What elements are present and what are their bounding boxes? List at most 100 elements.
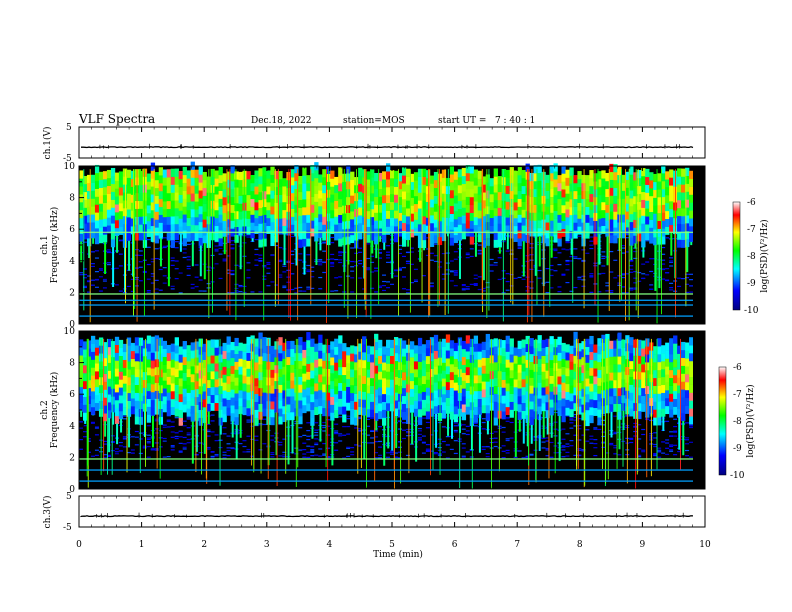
psd-cell <box>417 361 423 370</box>
psd-cell <box>322 208 327 217</box>
psd-cell <box>529 377 534 386</box>
psd-cell <box>421 352 427 361</box>
psd-cell <box>190 350 195 359</box>
psd-cell <box>106 378 112 387</box>
psd-cell <box>481 397 487 406</box>
psd-cell <box>409 173 415 183</box>
psd-cell <box>501 371 506 380</box>
psd-cell <box>238 179 243 188</box>
psd-cell <box>382 234 387 243</box>
psd-cell <box>429 408 435 417</box>
spheric-streak <box>199 245 202 277</box>
psd-cell <box>589 201 594 210</box>
psd-cell <box>617 387 622 397</box>
psd-cell <box>206 364 211 373</box>
psd-cell <box>529 338 534 347</box>
psd-cell <box>206 435 211 437</box>
psd-cell <box>126 232 132 242</box>
psd-cell <box>290 372 295 381</box>
psd-cell <box>146 181 152 190</box>
psd-cell <box>190 397 195 406</box>
psd-cell <box>573 416 578 418</box>
psd-cell <box>473 274 478 276</box>
psd-cell <box>533 220 538 229</box>
psd-cell <box>613 187 618 196</box>
psd-cell <box>278 408 283 417</box>
psd-cell <box>505 193 510 202</box>
psd-cell <box>557 190 562 200</box>
psd-cell <box>122 375 128 384</box>
psd-cell <box>310 346 315 355</box>
psd-cell <box>182 448 187 450</box>
psd-cell <box>565 407 570 416</box>
psd-cell <box>413 353 419 362</box>
psd-cell <box>190 224 195 234</box>
psd-cell <box>609 348 614 357</box>
psd-cell <box>82 183 88 193</box>
psd-cell <box>162 388 168 397</box>
psd-cell <box>497 278 502 281</box>
psd-cell <box>517 411 522 421</box>
psd-cell <box>449 379 455 388</box>
psd-cell <box>170 398 175 408</box>
psd-cell <box>461 340 467 350</box>
psd-cell <box>493 346 498 355</box>
psd-cell <box>358 223 363 232</box>
psd-cell <box>661 368 666 378</box>
psd-cell <box>342 457 347 459</box>
psd-cell <box>417 353 423 362</box>
psd-cell <box>366 187 371 196</box>
psd-cell <box>226 292 231 294</box>
psd-cell <box>661 188 666 198</box>
psd-cell <box>393 337 399 346</box>
psd-cell <box>318 358 323 367</box>
psd-cell <box>170 200 175 209</box>
psd-cell <box>138 432 143 434</box>
psd-cell <box>158 214 164 223</box>
psd-cell <box>130 350 136 360</box>
psd-cell <box>525 163 530 172</box>
psd-cell <box>114 180 120 189</box>
ch1-waveform-frame <box>78 126 706 159</box>
psd-cell <box>230 212 235 221</box>
psd-cell <box>421 239 427 249</box>
psd-cell <box>637 387 642 396</box>
psd-cell <box>409 388 415 397</box>
psd-cell <box>645 354 650 363</box>
psd-cell <box>338 390 343 399</box>
psd-cell <box>154 292 159 294</box>
psd-cell <box>505 225 510 234</box>
psd-cell <box>641 364 646 373</box>
psd-cell <box>429 230 435 240</box>
psd-cell <box>625 179 630 188</box>
psd-cell <box>649 288 654 290</box>
impulse-line <box>502 169 504 322</box>
psd-cell <box>561 406 566 415</box>
psd-cell <box>581 260 586 263</box>
psd-cell <box>677 168 682 177</box>
psd-cell <box>138 377 144 386</box>
psd-cell <box>166 185 172 194</box>
psd-cell <box>122 215 128 225</box>
psd-cell <box>298 223 303 232</box>
psd-cell <box>505 391 510 400</box>
psd-cell <box>79 202 84 211</box>
psd-cell <box>118 450 123 452</box>
psd-cell <box>150 352 156 361</box>
psd-cell <box>79 233 84 242</box>
psd-cell <box>605 341 610 351</box>
psd-cell <box>525 455 530 457</box>
psd-cell <box>186 353 191 362</box>
psd-cell <box>517 190 522 199</box>
psd-cell <box>130 390 136 399</box>
psd-cell <box>481 428 486 430</box>
psd-cell <box>178 450 183 452</box>
psd-cell <box>130 342 136 352</box>
psd-cell <box>210 455 215 457</box>
psd-cell <box>386 402 391 412</box>
psd-cell <box>653 453 658 455</box>
psd-cell <box>673 406 678 415</box>
psd-cell <box>314 343 319 352</box>
spheric-streak <box>391 233 394 279</box>
psd-cell <box>397 244 402 247</box>
